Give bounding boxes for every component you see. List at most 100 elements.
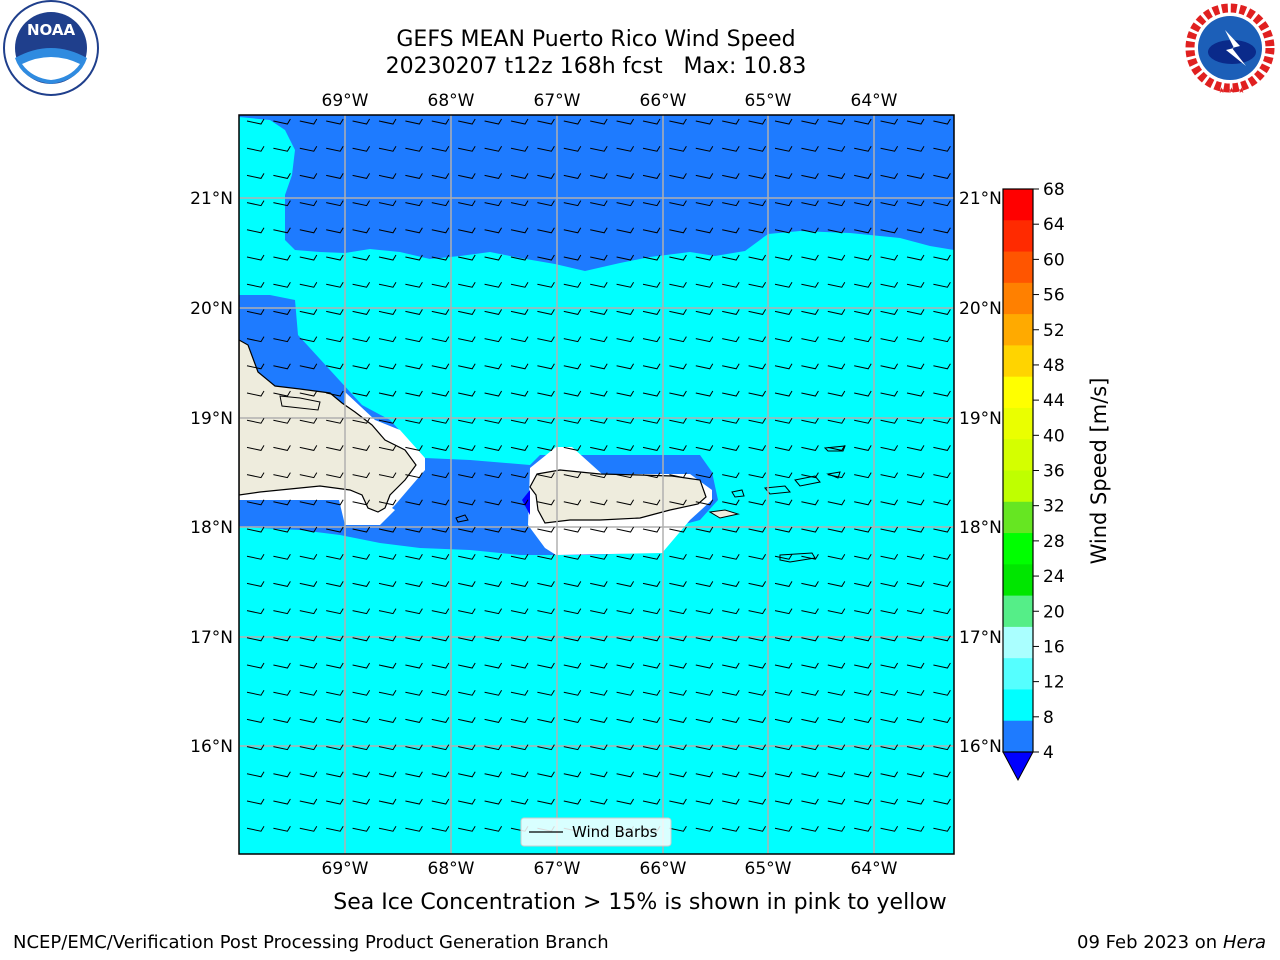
wind-barb xyxy=(695,526,714,533)
wind-barb xyxy=(590,254,608,261)
map-frame xyxy=(238,114,955,855)
wind-barb xyxy=(405,417,423,424)
colorbar-segment xyxy=(1003,626,1033,659)
wind-barb xyxy=(642,635,661,642)
wind-barb xyxy=(748,227,767,234)
wind-barb xyxy=(801,336,819,343)
lat-label: 17°N xyxy=(190,628,233,648)
wind-barb xyxy=(405,744,423,751)
wind-barb xyxy=(299,553,318,560)
wind-barb xyxy=(378,825,397,832)
footer-date: 09 Feb 2023 on Hera xyxy=(1077,932,1266,953)
wind-barb xyxy=(484,281,503,288)
wind-barb xyxy=(748,635,767,642)
wind-barb xyxy=(774,635,793,642)
wind-barb xyxy=(854,553,872,560)
wind-barb xyxy=(484,417,503,424)
wind-barb xyxy=(431,390,450,397)
wind-barb xyxy=(722,717,740,723)
wind-barb xyxy=(378,744,397,751)
wind-barb xyxy=(563,662,582,669)
wind-barb xyxy=(748,145,767,152)
wind-barb xyxy=(537,662,555,669)
wind-barb xyxy=(801,635,819,642)
wind-barb xyxy=(458,744,476,751)
wind-barb xyxy=(246,744,265,751)
wind-barb xyxy=(378,417,397,424)
wind-barb xyxy=(801,553,819,560)
wind-barb xyxy=(906,145,925,152)
wind-barb xyxy=(273,390,291,397)
wind-barb xyxy=(510,798,529,805)
wind-barb xyxy=(906,717,925,723)
wind-barb xyxy=(273,635,291,642)
wind-barb xyxy=(537,771,555,778)
wind-barb xyxy=(378,689,397,696)
wind-barb xyxy=(854,662,872,669)
wind-barb xyxy=(669,118,687,125)
colorbar-segment xyxy=(1003,251,1033,284)
wind-barb xyxy=(642,526,661,533)
wind-barb xyxy=(827,825,846,832)
wind-barb xyxy=(458,363,476,370)
chart-title: GEFS MEAN Puerto Rico Wind Speed xyxy=(396,27,796,52)
wind-barb xyxy=(431,608,450,615)
wind-barb xyxy=(484,499,503,506)
wind-barb xyxy=(722,581,740,587)
lat-label: 21°N xyxy=(959,189,1002,209)
wind-barb xyxy=(616,281,635,288)
wind-barb xyxy=(774,390,793,397)
wind-barb xyxy=(827,200,846,207)
colorbar-segment xyxy=(1003,282,1033,315)
wind-barb xyxy=(616,717,635,723)
wind-barb xyxy=(484,118,503,125)
wind-barb xyxy=(537,689,555,696)
wind-barb xyxy=(616,689,635,696)
wind-barb xyxy=(431,553,450,560)
wind-barb xyxy=(590,771,608,778)
land-hispaniola-peninsula xyxy=(279,395,321,411)
wind-barb xyxy=(854,581,872,587)
wind-barb xyxy=(299,445,318,451)
wind-barb xyxy=(273,200,291,207)
wind-barb xyxy=(854,608,872,615)
wind-barb xyxy=(352,363,371,370)
wind-barb xyxy=(510,254,529,261)
wind-barb xyxy=(484,445,503,451)
wind-barb xyxy=(352,254,371,261)
wind-barb xyxy=(590,227,608,234)
wind-barb xyxy=(722,472,740,479)
wind-barb xyxy=(906,200,925,207)
wind-barb xyxy=(563,200,582,207)
lon-label: 64°W xyxy=(851,859,898,879)
colorbar-segment xyxy=(1003,376,1033,409)
wind-barb xyxy=(933,336,951,343)
wind-barb xyxy=(378,254,397,261)
wind-barb xyxy=(590,744,608,751)
wind-barb xyxy=(748,363,767,370)
wind-barb xyxy=(537,336,555,343)
wind-barb xyxy=(906,336,925,343)
wind-barb xyxy=(722,200,740,207)
wind-barb xyxy=(246,553,265,560)
wind-barb xyxy=(933,499,951,506)
wind-barb xyxy=(273,173,291,179)
noaa-logo-text: NOAA xyxy=(27,21,76,39)
wind-barb xyxy=(299,662,318,669)
wind-barb xyxy=(378,200,397,207)
wind-barb xyxy=(642,145,661,152)
wind-barb xyxy=(299,254,318,261)
wind-barb xyxy=(378,309,397,315)
wind-barb xyxy=(299,717,318,723)
wind-barb xyxy=(273,281,291,288)
wind-barb xyxy=(774,227,793,234)
nws-logo: ★ ★ ★ xyxy=(1183,1,1277,95)
wind-barb xyxy=(669,417,687,424)
wind-barb xyxy=(590,798,608,805)
wind-barb xyxy=(299,309,318,315)
wind-barb xyxy=(563,173,582,179)
wind-barb xyxy=(326,390,344,397)
wind-barb xyxy=(273,526,291,533)
wind-barb xyxy=(774,744,793,751)
wind-barb xyxy=(405,145,423,152)
